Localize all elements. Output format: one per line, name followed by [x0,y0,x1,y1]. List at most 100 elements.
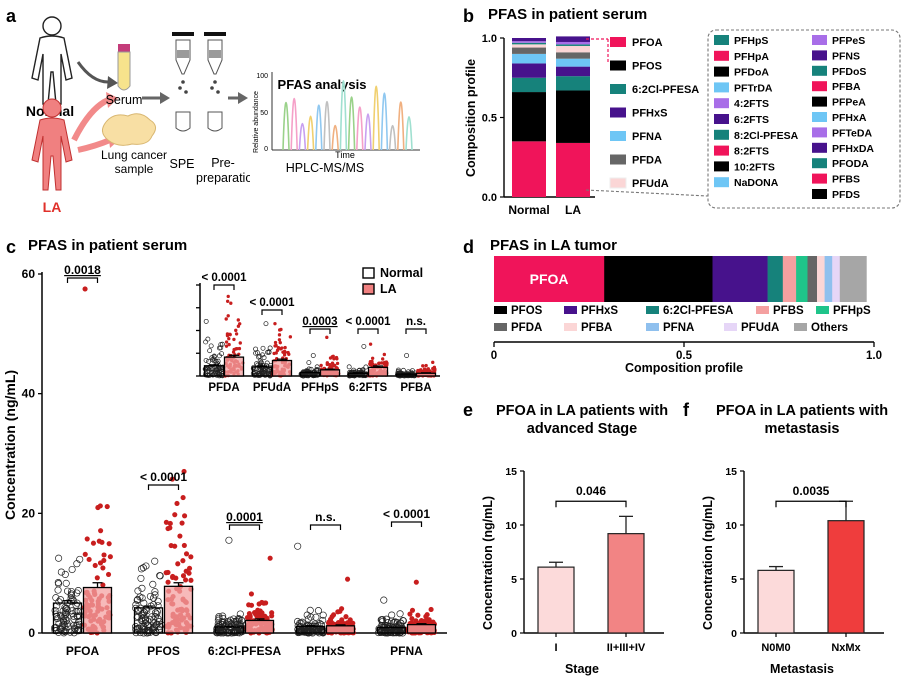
c-inset-category-label: 6:2FTS [349,382,388,394]
c-main-point-normal [156,572,164,580]
c-main-point-normal [55,554,63,562]
f-ylabel: Concentration (ng/mL) [701,496,715,630]
panel-c-label: c [6,237,17,257]
c-main-point-normal [64,623,72,631]
f-bar [827,520,865,634]
c-main-point-normal [61,570,69,578]
c-main-point-la [263,600,269,606]
c-inset-point-la [380,361,384,365]
c-main-point-normal [306,606,314,614]
c-inset-point-normal [215,369,221,375]
lung-sample-label: Lung cancer sample [100,148,168,176]
c-inset-point-la [368,362,372,366]
d-xtick-label: 0.5 [676,350,693,362]
c-inset-point-la [432,365,437,370]
c-main-point-la [104,504,110,510]
b-connector-bottom [585,189,709,197]
e-category-label: I [554,642,557,654]
c-main-point-la [180,558,186,564]
b-legend-swatch [609,177,627,189]
d-legend-swatch [646,306,659,314]
c-inset-bar-normal [203,365,225,377]
c-main-category-label: PFNA [390,644,423,658]
d-segment-pfoa [494,256,605,302]
c-main-point-la [424,617,430,623]
la-human-icon [31,98,73,191]
c-main-point-normal [154,602,162,610]
c-main-plot: 0 20 40 60 PFOA 0.0018 PFOS < 0.0001 6:2Cl-PFESA… [22,263,447,658]
c-main-point-la [183,568,189,574]
c-inset-point-normal [346,364,352,370]
c-inset-point-la [228,332,232,337]
b-bar-segment-pfhps [512,42,546,45]
c-inset-point-la [416,368,420,373]
b-bar-segment-pfuda [512,44,546,48]
panel-e-label: e [463,400,474,420]
b-legend-main: PFOA PFOS 6:2Cl-PFESA PFHxS PFNA PFDA PFUdA [609,37,699,190]
c-main-point-la [409,616,415,622]
d-legend-swatch [564,323,577,331]
c-main-point-la [97,503,103,509]
c-inset-point-normal [202,366,208,372]
c-inset-point-la [236,318,240,322]
c-inset-bar-la [223,356,245,377]
c-inset-point-normal [207,348,213,354]
chromatogram-peak [323,100,331,151]
c-main-point-normal [151,588,159,596]
c-main-ytick-label: 40 [22,387,36,401]
c-inset-point-normal [211,353,217,359]
c-inset-bar-la [271,359,293,377]
b-minor-legend-swatch [714,35,729,45]
c-main-point-normal [55,598,63,606]
d-segment-pfda [807,256,818,302]
e-ytick-label: 5 [511,574,517,586]
c-main-point-la [183,577,189,583]
e-ytick-label: 0 [511,628,517,640]
c-inset-point-normal [209,369,215,375]
c-main-point-normal [63,616,71,624]
c-inset-significance-bracket [261,309,283,315]
c-inset-category-label: PFUdA [253,382,291,394]
c-main-point-la [101,552,107,558]
b-legend-label: PFDA [632,155,662,167]
c-inset-point-normal [257,358,263,364]
c-inset-point-normal [259,368,265,374]
pre-preparation-cartridge-icon [204,32,226,132]
c-main-bar-la [163,585,194,634]
b-minor-legend-swatch [812,189,827,199]
c-main-point-la [337,608,343,614]
c-inset-point-normal [205,366,211,372]
c-inset-point-normal [203,357,209,363]
c-inset-point-la [333,363,337,368]
c-main-point-normal [137,574,145,582]
c-inset-point-la [273,340,278,345]
spe-label: SPE [169,157,194,171]
c-inset-bar-normal [299,371,321,377]
c-inset-pvalue: 0.0003 [302,316,337,328]
b-legend-label: PFOA [632,37,663,49]
d-pfoa-label: PFOA [530,271,569,287]
c-inset-point-la [227,342,231,347]
b-minor-legend-label: PFTeDA [832,127,872,139]
b-xtick-normal: Normal [508,203,549,217]
c-main-point-la [100,582,106,588]
b-minor-legend-swatch [714,161,729,172]
b-bar-segment-pfoa [556,142,590,197]
c-main-point-la [82,286,88,292]
f-category-label: N0M0 [761,642,790,654]
c-inset-point-normal [310,353,316,358]
c-inset-significance-bracket [309,328,331,334]
c-inset-point-normal [264,360,270,366]
c-main-point-normal [220,628,228,636]
c-inset-point-la [370,356,375,360]
d-segment-others [839,256,867,302]
b-bar-segment-pfna [556,58,590,67]
c-main-pvalue: n.s. [315,510,336,524]
b-bar-segment-pfhxa [556,36,590,42]
b-minor-legend-label: 4:2FTS [734,98,769,110]
b-minor-legend-label: PFHxA [832,112,867,124]
c-main-bar-la [82,586,113,634]
c-inset-bar-normal [347,372,369,377]
c-inset-pvalue: < 0.0001 [345,316,391,328]
